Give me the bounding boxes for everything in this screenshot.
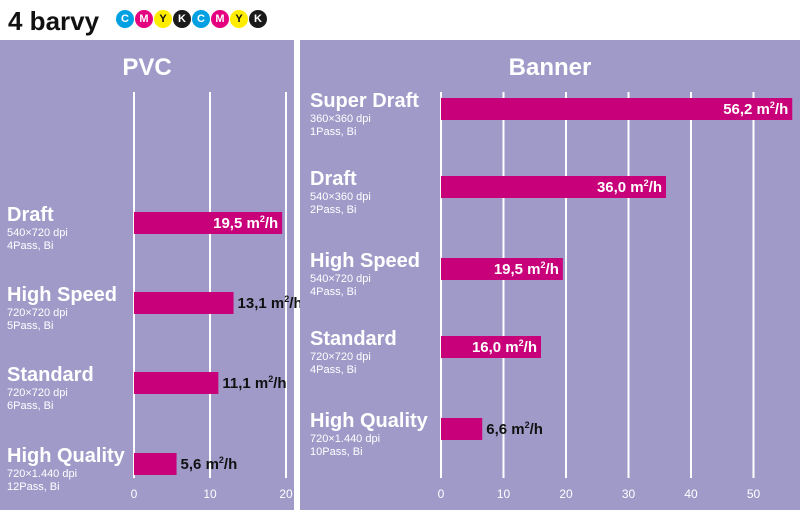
banner-bar [441, 98, 793, 120]
pvc-category-label: Draft [7, 204, 54, 226]
ink-badge-y: Y [154, 10, 172, 28]
pvc-category-detail: 540×720 dpi [7, 227, 68, 239]
banner-category-detail: 720×1.440 dpi [310, 433, 380, 445]
banner-tick-label: 10 [497, 487, 511, 501]
pvc-category-detail: 720×720 dpi [7, 387, 68, 399]
pvc-bar [134, 453, 177, 475]
ink-badge-k: K [173, 10, 191, 28]
pvc-category-detail: 6Pass, Bi [7, 400, 53, 412]
pvc-category-detail: 12Pass, Bi [7, 481, 60, 493]
ink-badge-m: M [135, 10, 153, 28]
banner-bar [441, 258, 563, 280]
banner-tick-label: 40 [684, 487, 698, 501]
banner-value-label: 16,0 m2/h [472, 338, 537, 356]
banner-category-detail: 4Pass, Bi [310, 286, 356, 298]
pvc-category-detail: 720×1.440 dpi [7, 468, 77, 480]
pvc-bar [134, 372, 219, 394]
banner-chart-title: Banner [508, 54, 592, 81]
pvc-tick-label: 10 [203, 487, 217, 501]
banner-category-label: Super Draft [310, 90, 419, 112]
pvc-category-detail: 4Pass, Bi [7, 240, 53, 252]
banner-category-detail: 10Pass, Bi [310, 446, 363, 458]
banner-category-detail: 720×720 dpi [310, 351, 371, 363]
pvc-tick-label: 0 [131, 487, 138, 501]
banner-bar [441, 418, 483, 440]
pvc-value-label: 19,5 m2/h [213, 214, 278, 232]
pvc-tick-label: 20 [279, 487, 293, 501]
pvc-bar [134, 292, 234, 314]
pvc-bar [134, 212, 283, 234]
banner-category-detail: 4Pass, Bi [310, 364, 356, 376]
banner-category-label: High Speed [310, 250, 420, 272]
pvc-category-label: High Quality [7, 445, 126, 467]
banner-category-detail: 1Pass, Bi [310, 126, 356, 138]
banner-category-label: Draft [310, 168, 357, 190]
pvc-chart-title: PVC [122, 54, 172, 81]
banner-bar [441, 176, 666, 198]
pvc-chart-panel: PVC 0 10 20 Draft 540×720 dpi 4Pass, Bi 19,5 m… [0, 40, 303, 510]
banner-category-detail: 2Pass, Bi [310, 204, 356, 216]
pvc-value-label: 5,6 m2/h [181, 455, 238, 473]
banner-value-label: 56,2 m2/h [723, 100, 788, 118]
banner-value-label: 6,6 m2/h [486, 420, 543, 438]
pvc-value-label: 11,1 m2/h [222, 374, 286, 392]
pvc-category-detail: 5Pass, Bi [7, 320, 53, 332]
banner-chart-panel: Banner 0 10 20 30 40 50 Super Draft 360×360 dpi… [300, 40, 800, 510]
ink-badge-y: Y [230, 10, 248, 28]
banner-bar [441, 336, 541, 358]
pvc-category-label: High Speed [7, 284, 117, 306]
banner-value-label: 36,0 m2/h [597, 178, 662, 196]
banner-category-label: Standard [310, 328, 397, 350]
page-title: 4 barvy [8, 6, 100, 36]
ink-badge-c: C [116, 10, 134, 28]
pvc-category-detail: 720×720 dpi [7, 307, 68, 319]
banner-category-detail: 360×360 dpi [310, 113, 371, 125]
banner-value-label: 19,5 m2/h [494, 260, 559, 278]
banner-tick-label: 0 [438, 487, 445, 501]
banner-category-detail: 540×360 dpi [310, 191, 371, 203]
banner-category-label: High Quality [310, 410, 429, 432]
ink-badge-k: K [249, 10, 267, 28]
pvc-category-label: Standard [7, 364, 94, 386]
banner-tick-label: 50 [747, 487, 761, 501]
banner-category-detail: 540×720 dpi [310, 273, 371, 285]
pvc-value-label: 13,1 m2/h [238, 294, 303, 312]
ink-badge-c: C [192, 10, 210, 28]
banner-tick-label: 30 [622, 487, 636, 501]
ink-badge-m: M [211, 10, 229, 28]
banner-tick-label: 20 [559, 487, 573, 501]
